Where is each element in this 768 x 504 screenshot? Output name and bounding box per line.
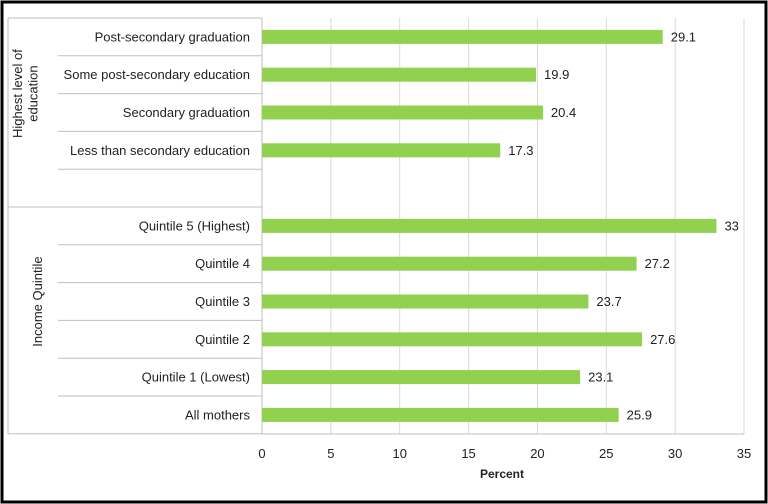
category-label: Quintile 1 (Lowest) bbox=[142, 370, 250, 385]
data-label: 33 bbox=[724, 218, 738, 233]
bar bbox=[262, 256, 637, 271]
bar bbox=[262, 407, 619, 422]
category-label: Less than secondary education bbox=[70, 143, 250, 158]
data-label: 25.9 bbox=[627, 407, 652, 422]
bar bbox=[262, 370, 581, 385]
x-tick-label: 30 bbox=[668, 446, 682, 461]
group-label: Income Quintile bbox=[30, 256, 45, 346]
bar bbox=[262, 332, 643, 347]
category-label: Quintile 3 bbox=[195, 294, 250, 309]
data-label: 19.9 bbox=[544, 67, 569, 82]
category-label: Some post-secondary education bbox=[64, 67, 250, 82]
group-label-line: Highest level of bbox=[10, 49, 25, 138]
x-tick-label: 10 bbox=[392, 446, 406, 461]
category-label: Quintile 4 bbox=[195, 256, 250, 271]
x-tick-label: 35 bbox=[737, 446, 751, 461]
x-axis-title: Percent bbox=[480, 467, 524, 481]
data-label: 27.6 bbox=[650, 332, 675, 347]
x-tick-label: 0 bbox=[258, 446, 265, 461]
data-label: 27.2 bbox=[645, 256, 670, 271]
data-label: 17.3 bbox=[508, 143, 533, 158]
x-tick-label: 20 bbox=[530, 446, 544, 461]
x-tick-label: 15 bbox=[461, 446, 475, 461]
category-label: Quintile 2 bbox=[195, 332, 250, 347]
bars bbox=[262, 29, 717, 422]
data-label: 29.1 bbox=[671, 29, 696, 44]
axis-frame bbox=[7, 17, 744, 435]
data-label: 23.1 bbox=[588, 370, 613, 385]
data-label: 20.4 bbox=[551, 105, 576, 120]
bar bbox=[262, 29, 663, 44]
data-label: 23.7 bbox=[596, 294, 621, 309]
category-label: Secondary graduation bbox=[123, 105, 250, 120]
bar bbox=[262, 67, 537, 82]
x-tick-label: 5 bbox=[327, 446, 334, 461]
category-label: Post-secondary graduation bbox=[95, 29, 250, 44]
bar bbox=[262, 218, 717, 233]
bar bbox=[262, 105, 543, 120]
group-label-line: education bbox=[26, 65, 41, 121]
x-tick-label: 25 bbox=[599, 446, 613, 461]
category-label: All mothers bbox=[185, 407, 251, 422]
group-label: Highest level ofeducation bbox=[10, 49, 41, 138]
bar bbox=[262, 143, 501, 158]
labels: Post-secondary graduation 29.1 Some post-s… bbox=[10, 29, 751, 461]
category-label: Quintile 5 (Highest) bbox=[139, 218, 250, 233]
bar bbox=[262, 294, 589, 309]
